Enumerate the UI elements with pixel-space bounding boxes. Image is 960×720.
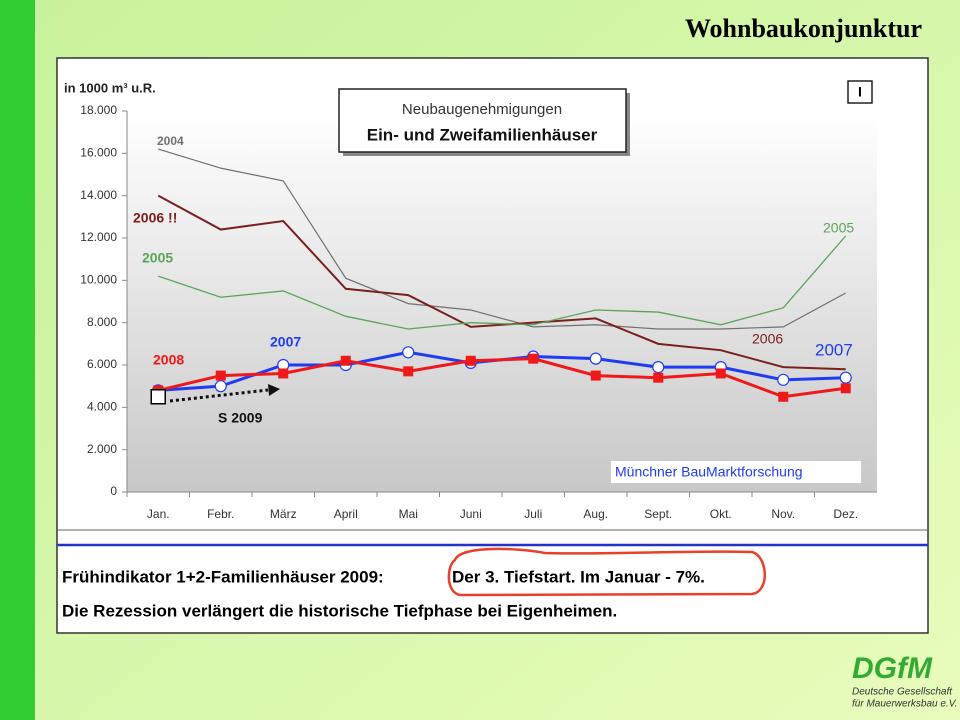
y-tick-label: 4.000 [87,400,117,414]
y-tick-label: 8.000 [87,315,117,329]
series-line [158,235,847,330]
x-tick-label: Juni [460,507,482,521]
series-label: 2004 [157,134,184,148]
source: Münchner BauMarktforschung [615,464,803,480]
x-tick-label: April [334,507,358,521]
y-tick-label: 12.000 [80,230,117,244]
slide-title: Wohnbaukonjunktur [685,14,922,43]
series-label: 2005 [142,250,173,266]
series-end-label: 2006 [752,331,783,347]
point [150,389,166,405]
point [589,352,602,365]
corner-mark: I [858,84,862,100]
point [715,368,726,379]
heading-box [338,88,627,153]
point [403,366,414,377]
point [402,346,415,359]
x-tick-label: Febr. [207,507,234,521]
unit-label: in 1000 m³ u.R. [64,80,156,95]
series-label: 2007 [270,334,301,350]
source-box [611,461,861,483]
series-end-label: 2007 [815,340,853,359]
x-tick-label: Dez. [833,507,858,521]
x-tick-label: Nov. [771,507,795,521]
logo-text: Deutsche Gesellschaft [852,687,953,698]
trend-arrow [169,388,269,403]
plot-area [127,111,877,492]
x-tick-label: Okt. [710,507,732,521]
point [778,391,789,402]
heading-line: Neubaugenehmigungen [402,101,562,118]
x-tick-label: Aug. [583,507,608,521]
y-tick-label: 0 [110,484,117,498]
point [340,355,351,366]
logo-text: für Mauerwerksbau e.V. [852,699,957,710]
note-conclusion: Die Rezession verlängert die historische… [62,601,617,620]
heading-line: Ein- und Zweifamilienhäuser [367,125,598,144]
series-end-label: 2005 [823,220,854,236]
y-tick-label: 6.000 [87,357,117,371]
note-indicator: Frühindikator 1+2-Familienhäuser 2009: [62,567,384,586]
series-line [157,357,846,399]
point [653,372,664,383]
series-line [157,194,846,371]
logo-mark: DGfM [852,652,933,685]
highlight-ring [447,547,766,597]
x-tick-label: Mai [399,507,418,521]
x-tick-label: Sept. [644,507,672,521]
y-tick-label: 16.000 [80,146,117,160]
y-tick-label: 14.000 [80,188,117,202]
point [528,353,539,364]
point [777,373,790,386]
corner-box [847,80,873,104]
x-tick-label: März [270,507,297,521]
x-tick-label: Juli [524,507,542,521]
point [652,361,665,374]
series-label: 2008 [153,352,184,368]
point [215,370,226,381]
point [839,371,852,384]
point [214,380,227,393]
point [278,368,289,379]
trend-arrowhead [268,384,280,396]
y-tick-label: 10.000 [80,273,117,287]
series-line [158,148,847,330]
y-tick-label: 2.000 [87,442,117,456]
x-tick-label: Jan. [147,507,170,521]
y-tick-label: 18.000 [80,103,117,117]
series-label: 2006 !! [133,210,177,226]
side-bar [0,0,35,720]
series-label: S 2009 [218,410,263,426]
point [465,355,476,366]
point [840,383,851,394]
point [590,370,601,381]
note-highlight: Der 3. Tiefstart. Im Januar - 7%. [452,567,705,586]
